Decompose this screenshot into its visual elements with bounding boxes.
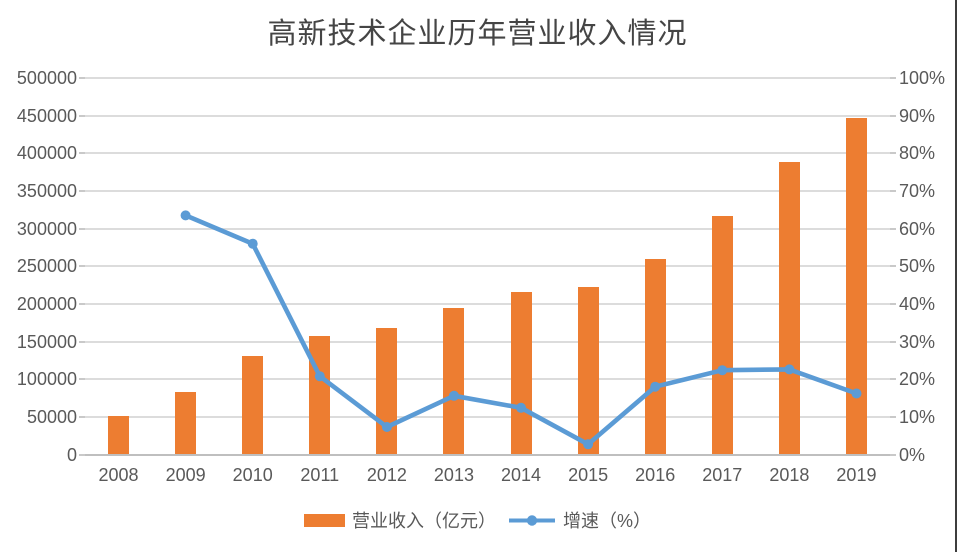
gridline bbox=[85, 302, 890, 305]
y-axis-left-label: 150000 bbox=[16, 331, 77, 352]
revenue-legend-label: 营业收入（亿元） bbox=[351, 511, 496, 531]
growth-line-marker bbox=[180, 210, 191, 221]
y-axis-right-label: 50% bbox=[899, 256, 936, 277]
y-axis-left-label: 250000 bbox=[16, 256, 77, 277]
y-axis-tick-right bbox=[890, 114, 896, 117]
y-axis-tick-left bbox=[79, 227, 85, 230]
y-axis-right-label: 100% bbox=[899, 68, 946, 88]
revenue-legend-swatch-icon bbox=[303, 513, 345, 527]
growth-line-marker bbox=[247, 238, 258, 249]
bar-2011 bbox=[309, 336, 331, 455]
gridline bbox=[85, 189, 890, 192]
y-axis-tick-right bbox=[890, 265, 896, 268]
growth-legend-label: 增速（%） bbox=[562, 511, 651, 531]
y-axis-left-label: 500000 bbox=[16, 68, 77, 88]
gridline bbox=[85, 340, 890, 343]
bar-2009 bbox=[175, 392, 197, 455]
y-axis-left-label: 450000 bbox=[16, 105, 77, 126]
y-axis-left-label: 300000 bbox=[16, 218, 77, 239]
y-axis-tick-left bbox=[79, 340, 85, 343]
x-axis-label: 2015 bbox=[568, 465, 609, 485]
y-axis-tick-left bbox=[79, 453, 85, 456]
gridline bbox=[85, 114, 890, 117]
y-axis-left-label: 50000 bbox=[26, 406, 77, 427]
gridline bbox=[85, 265, 890, 268]
x-axis-label: 2018 bbox=[769, 465, 810, 485]
x-axis-label: 2013 bbox=[433, 465, 474, 485]
y-axis-right-label: 80% bbox=[899, 143, 936, 164]
bar-2017 bbox=[711, 215, 733, 455]
x-axis-label: 2009 bbox=[165, 465, 206, 485]
bar-2014 bbox=[510, 291, 532, 455]
x-axis-label: 2011 bbox=[300, 465, 340, 485]
bar-2015 bbox=[577, 287, 599, 455]
gridline bbox=[85, 77, 890, 79]
y-axis-tick-left bbox=[79, 189, 85, 192]
bar-2013 bbox=[443, 308, 465, 455]
y-axis-tick-left bbox=[79, 378, 85, 381]
gridline bbox=[85, 227, 890, 230]
y-axis-right-label: 30% bbox=[899, 331, 936, 352]
legend-item-revenue: 营业收入（亿元） bbox=[303, 507, 496, 533]
y-axis-tick-left bbox=[79, 77, 85, 79]
y-axis-right-label: 40% bbox=[899, 293, 936, 314]
y-axis-right-label: 90% bbox=[899, 105, 936, 126]
growth-legend-line-icon bbox=[508, 514, 555, 526]
y-axis-tick-right bbox=[890, 77, 896, 79]
bar-2018 bbox=[778, 162, 800, 455]
gridline bbox=[85, 415, 890, 418]
y-axis-tick-right bbox=[890, 340, 896, 343]
y-axis-left-label: 100000 bbox=[16, 369, 77, 390]
x-axis-label: 2010 bbox=[232, 465, 273, 485]
x-axis-label: 2019 bbox=[836, 465, 877, 485]
bar-2008 bbox=[108, 416, 130, 455]
gridline bbox=[85, 152, 890, 155]
bar-2010 bbox=[242, 355, 264, 455]
x-axis-label: 2008 bbox=[98, 465, 139, 485]
x-axis-line bbox=[85, 453, 890, 456]
y-axis-tick-right bbox=[890, 227, 896, 230]
x-axis-label: 2012 bbox=[366, 465, 407, 485]
y-axis-tick-right bbox=[890, 152, 896, 155]
y-axis-left-label: 0 bbox=[66, 444, 77, 465]
y-axis-left-label: 200000 bbox=[16, 293, 77, 314]
y-axis-tick-left bbox=[79, 302, 85, 305]
y-axis-left-label: 400000 bbox=[16, 143, 77, 164]
bar-2012 bbox=[376, 327, 398, 455]
y-axis-tick-right bbox=[890, 189, 896, 192]
y-axis-tick-right bbox=[890, 378, 896, 381]
bar-2019 bbox=[845, 117, 867, 455]
x-axis-label: 2014 bbox=[501, 465, 542, 485]
y-axis-tick-left bbox=[79, 114, 85, 117]
x-axis-label: 2016 bbox=[635, 465, 676, 485]
y-axis-tick-right bbox=[890, 302, 896, 305]
x-axis-label: 2017 bbox=[702, 465, 743, 485]
bar-2016 bbox=[644, 258, 666, 455]
y-axis-right-label: 70% bbox=[899, 180, 936, 201]
y-axis-tick-left bbox=[79, 265, 85, 268]
legend: 营业收入（亿元） 增速（%） bbox=[0, 507, 955, 533]
y-axis-right-label: 20% bbox=[899, 369, 936, 390]
y-axis-tick-left bbox=[79, 415, 85, 418]
y-axis-right-label: 0% bbox=[899, 444, 926, 465]
legend-item-growth: 增速（%） bbox=[508, 507, 651, 533]
gridline bbox=[85, 378, 890, 381]
y-axis-tick-left bbox=[79, 152, 85, 155]
chart-title: 高新技术企业历年营业收入情况 bbox=[267, 18, 688, 50]
y-axis-tick-right bbox=[890, 415, 896, 418]
y-axis-right-label: 10% bbox=[899, 406, 936, 427]
y-axis-right-label: 60% bbox=[899, 218, 936, 239]
y-axis-tick-right bbox=[890, 453, 896, 456]
y-axis-left-label: 350000 bbox=[16, 180, 77, 201]
